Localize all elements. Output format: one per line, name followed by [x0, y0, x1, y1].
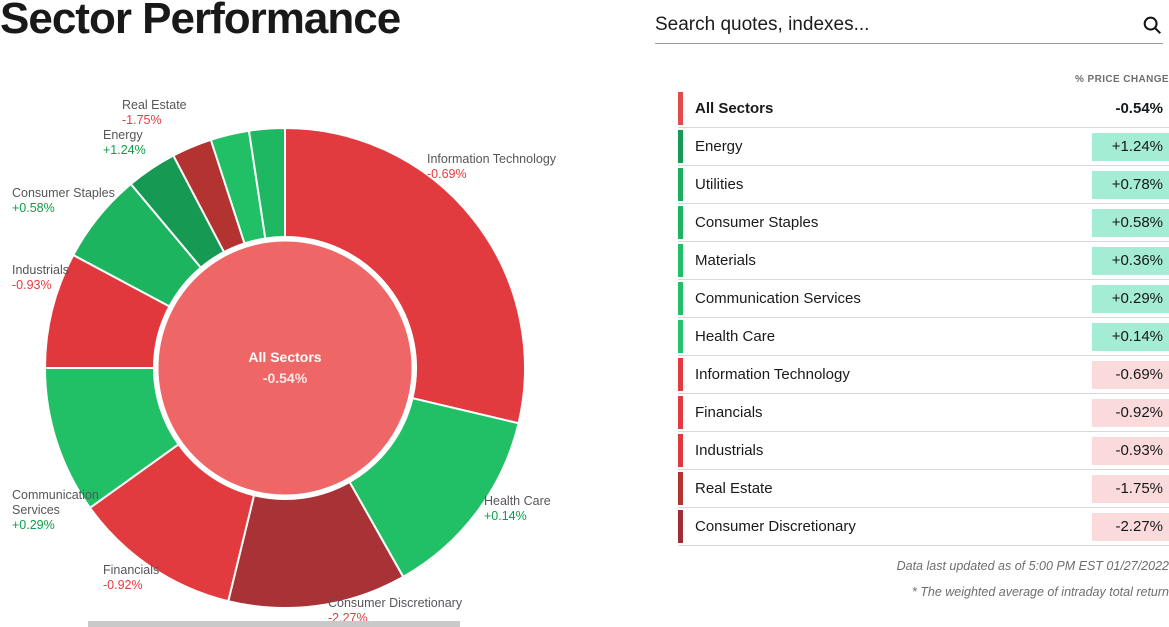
chart-label-name: Consumer Staples	[12, 186, 115, 200]
sector-name: Materials	[695, 252, 756, 269]
table-row-financials[interactable]: Financials -0.92%	[678, 394, 1169, 432]
table-row-health-care[interactable]: Health Care +0.14%	[678, 318, 1169, 356]
search-bar	[655, 6, 1163, 44]
chart-label-value: +1.24%	[103, 143, 146, 157]
row-accent-bar	[678, 92, 683, 125]
price-change-column-header: % PRICE CHANGE	[1075, 74, 1169, 85]
row-accent-bar	[678, 396, 683, 429]
row-accent-bar	[678, 358, 683, 391]
chart-label-name: Consumer Discretionary	[328, 596, 463, 610]
sector-name: Communication Services	[695, 290, 861, 307]
chart-label-information-technology: Information Technology -0.69%	[427, 152, 556, 182]
price-change-badge: +0.78%	[1092, 170, 1169, 199]
chart-label-health-care: Health Care +0.14%	[484, 494, 551, 524]
chart-label-name: Real Estate	[122, 98, 187, 112]
chart-label-industrials: Industrials -0.93%	[12, 263, 69, 293]
chart-label-value: -0.92%	[103, 578, 143, 592]
table-row-consumer-discretionary[interactable]: Consumer Discretionary -2.27%	[678, 508, 1169, 546]
price-change-badge: -1.75%	[1092, 474, 1169, 503]
chart-label-energy: Energy +1.24%	[103, 128, 146, 158]
chart-label-value: -1.75%	[122, 113, 162, 127]
price-change-badge: +0.36%	[1092, 246, 1169, 275]
center-value: -0.54%	[263, 370, 308, 386]
sector-name: Real Estate	[695, 480, 773, 497]
slice-utilities[interactable]	[247, 126, 286, 240]
slice-information-technology[interactable]	[284, 126, 526, 425]
row-accent-bar	[678, 510, 683, 543]
sector-name: Health Care	[695, 328, 776, 345]
table-row-materials[interactable]: Materials +0.36%	[678, 242, 1169, 280]
search-input[interactable]	[655, 13, 1141, 36]
row-accent-bar	[678, 244, 683, 277]
price-change-badge: +1.24%	[1092, 132, 1169, 161]
donut-svg: All Sectors -0.54%	[43, 126, 526, 609]
chart-label-name: Services	[12, 503, 60, 517]
table-row-information-technology[interactable]: Information Technology -0.69%	[678, 356, 1169, 394]
chart-label-value: +0.29%	[12, 518, 55, 532]
row-accent-bar	[678, 434, 683, 467]
page-title: Sector Performance	[0, 0, 401, 43]
price-change-badge: +0.58%	[1092, 208, 1169, 237]
row-accent-bar	[678, 130, 683, 163]
sector-name: Industrials	[695, 442, 764, 459]
price-change-badge: +0.14%	[1092, 322, 1169, 351]
chart-label-value: +0.58%	[12, 201, 55, 215]
footnote-text: * The weighted average of intraday total…	[911, 585, 1169, 599]
price-change-badge: -0.93%	[1092, 436, 1169, 465]
sector-table: % PRICE CHANGE All Sectors -0.54% Energy +1…	[678, 74, 1169, 605]
center-label: All Sectors	[248, 349, 321, 365]
price-change-badge: -2.27%	[1092, 512, 1169, 541]
chart-label-consumer-staples: Consumer Staples +0.58%	[12, 186, 115, 216]
price-change-badge: -0.69%	[1092, 360, 1169, 389]
table-row-consumer-staples[interactable]: Consumer Staples +0.58%	[678, 204, 1169, 242]
row-accent-bar	[678, 472, 683, 505]
sector-name: Utilities	[695, 176, 744, 193]
row-accent-bar	[678, 168, 683, 201]
table-row-communication-services[interactable]: Communication Services +0.29%	[678, 280, 1169, 318]
chart-label-communication-services: Communication Services +0.29%	[12, 488, 99, 533]
table-row-utilities[interactable]: Utilities +0.78%	[678, 166, 1169, 204]
last-updated-text: Data last updated as of 5:00 PM EST 01/2…	[896, 559, 1169, 573]
chart-label-name: Energy	[103, 128, 143, 142]
row-accent-bar	[678, 206, 683, 239]
table-row-all-sectors[interactable]: All Sectors -0.54%	[678, 90, 1169, 128]
chart-label-name: Health Care	[484, 494, 551, 508]
sector-name: Consumer Discretionary	[695, 518, 856, 535]
table-row-real-estate[interactable]: Real Estate -1.75%	[678, 470, 1169, 508]
sector-name: All Sectors	[695, 100, 774, 117]
row-accent-bar	[678, 282, 683, 315]
price-change-badge: +0.29%	[1092, 284, 1169, 313]
donut-center-circle[interactable]	[155, 238, 415, 498]
sector-name: Energy	[695, 138, 743, 155]
price-change-badge: -0.54%	[1115, 100, 1163, 117]
table-footer: Data last updated as of 5:00 PM EST 01/2…	[678, 553, 1169, 605]
sector-name: Information Technology	[695, 366, 850, 383]
row-accent-bar	[678, 320, 683, 353]
table-row-industrials[interactable]: Industrials -0.93%	[678, 432, 1169, 470]
chart-label-name: Information Technology	[427, 152, 557, 166]
chart-label-name: Industrials	[12, 263, 69, 277]
horizontal-scrollbar-thumb[interactable]	[88, 621, 460, 627]
table-row-energy[interactable]: Energy +1.24%	[678, 128, 1169, 166]
sector-name: Consumer Staples	[695, 214, 819, 231]
price-change-badge: -0.92%	[1092, 398, 1169, 427]
chart-label-value: -0.93%	[12, 278, 52, 292]
chart-label-value: -0.69%	[427, 167, 467, 181]
sector-donut-chart: All Sectors -0.54% Real Estate -1.75% Energ…	[0, 85, 610, 627]
chart-label-name: Financials	[103, 563, 160, 577]
search-icon[interactable]	[1141, 14, 1163, 36]
chart-label-financials: Financials -0.92%	[103, 563, 159, 593]
chart-label-value: +0.14%	[484, 509, 527, 523]
chart-label-name: Communication	[12, 488, 99, 502]
sector-name: Financials	[695, 404, 763, 421]
sector-table-rows: All Sectors -0.54% Energy +1.24% Utilities +0…	[678, 90, 1169, 546]
chart-label-real-estate: Real Estate -1.75%	[122, 98, 187, 128]
